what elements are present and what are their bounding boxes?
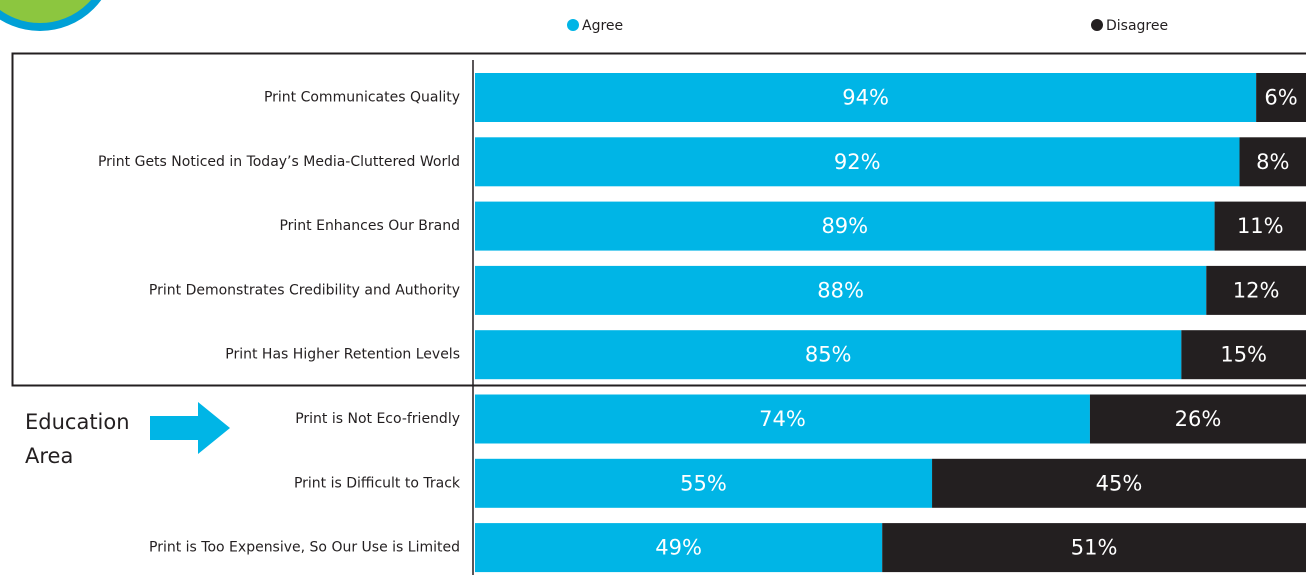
bar-segment [932, 458, 1306, 508]
annotation: Education Area [25, 410, 130, 468]
category-label: Print is Too Expensive, So Our Use is Li… [149, 540, 460, 556]
bar-segment [475, 523, 883, 573]
legend-marker [1091, 19, 1103, 31]
bar-segment [475, 458, 933, 508]
category-label: Print is Difficult to Track [294, 475, 461, 491]
value-label: 89% [821, 214, 868, 238]
arrow [150, 402, 230, 454]
bar-segment [475, 330, 1182, 380]
bar-segment [1239, 137, 1306, 187]
bar-segment [475, 137, 1240, 187]
category-label: Print Demonstrates Credibility and Autho… [149, 282, 460, 298]
bar-segment [475, 201, 1215, 251]
value-label: 12% [1233, 278, 1280, 302]
bar-segment [1206, 265, 1306, 315]
legend-marker [567, 19, 579, 31]
value-label: 94% [842, 86, 889, 110]
highlight-box [11, 52, 1306, 387]
bar-segment [1181, 330, 1306, 380]
decoration [0, 0, 102, 31]
value-label: 55% [680, 471, 727, 495]
value-label: 92% [834, 150, 881, 174]
category-label: Print Gets Noticed in Today’s Media-Clut… [98, 154, 460, 170]
value-label: 26% [1175, 407, 1222, 431]
category-label: Print Has Higher Retention Levels [225, 347, 460, 363]
category-label: Print Enhances Our Brand [279, 218, 460, 234]
value-label: 74% [759, 407, 806, 431]
value-label: 88% [817, 278, 864, 302]
value-label: 6% [1264, 86, 1297, 110]
legend-label: Agree [582, 18, 623, 34]
value-label: 45% [1096, 471, 1143, 495]
value-label: 11% [1237, 214, 1284, 238]
bar-segment [882, 523, 1306, 573]
value-label: 15% [1220, 343, 1267, 367]
bar-segment [1089, 394, 1306, 444]
legend-label: Disagree [1106, 18, 1168, 34]
value-label: 85% [805, 343, 852, 367]
category-label: Print is Not Eco-friendly [295, 411, 460, 427]
category-label: Print Communicates Quality [264, 90, 460, 106]
bar-segment [475, 394, 1090, 444]
bar-segment [1256, 73, 1306, 122]
value-label: 8% [1256, 150, 1289, 174]
bar-segment [475, 73, 1257, 122]
value-label: 51% [1071, 536, 1118, 560]
value-label: 49% [655, 536, 702, 560]
bar-segment [475, 265, 1207, 315]
bar-segment [1214, 201, 1306, 251]
